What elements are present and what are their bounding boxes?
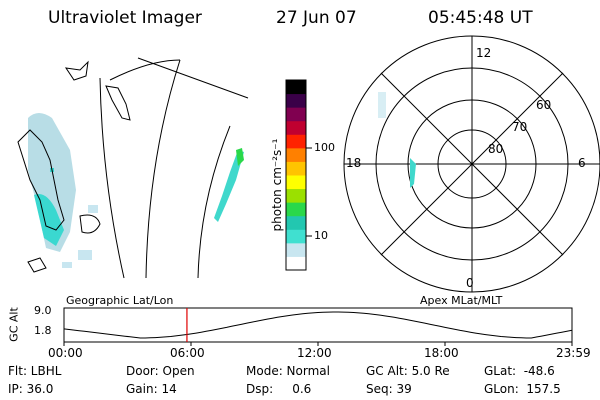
x-tick-0: 00:00 <box>48 346 83 360</box>
colorbar-band <box>286 202 306 217</box>
lat-label-70: 70 <box>512 120 528 134</box>
y-tick-max: 9.0 <box>34 304 52 317</box>
status-dsp: Dsp: 0.6 <box>246 382 312 396</box>
time-label: 05:45:48 UT <box>428 8 533 28</box>
date-label: 27 Jun 07 <box>276 8 357 28</box>
colorbar-band <box>286 215 306 230</box>
colorbar-band <box>286 175 306 190</box>
mlt-label-12: 12 <box>476 46 492 60</box>
x-tick-1: 06:00 <box>170 346 205 360</box>
grid-lines <box>99 57 249 279</box>
coastline <box>17 60 131 273</box>
timeline-right-caption: Apex MLat/MLT <box>420 294 503 307</box>
colorbar-band <box>286 161 306 176</box>
status-glat: GLat: -48.6 <box>484 364 555 378</box>
colorbar-band <box>286 147 306 162</box>
colorbar-band <box>286 134 306 149</box>
colorbar-unit-label: photon cm⁻²s⁻¹ <box>270 138 284 232</box>
status-flt: Flt: LBHL <box>8 364 62 378</box>
lat-label-60: 60 <box>536 98 552 112</box>
status-mode: Mode: Normal <box>246 364 330 378</box>
color-scale-bar <box>286 80 306 271</box>
timeline-left-caption: Geographic Lat/Lon <box>66 294 174 307</box>
status-ip: IP: 36.0 <box>8 382 54 396</box>
colorbar-band <box>286 80 306 95</box>
mlt-label-0: 0 <box>466 276 474 290</box>
colorbar-band <box>286 93 306 108</box>
x-tick-3: 18:00 <box>424 346 459 360</box>
colorbar-band <box>286 107 306 122</box>
lat-label-80: 80 <box>488 142 504 156</box>
colorbar-tick-10: 10 <box>314 229 328 242</box>
colorbar-band <box>286 188 306 203</box>
colorbar-band <box>286 229 306 244</box>
y-axis-label: GC Alt <box>7 307 21 342</box>
colorbar-band <box>286 256 306 271</box>
colorbar-band <box>286 242 306 257</box>
status-gain: Gain: 14 <box>126 382 177 396</box>
mlt-label-18: 18 <box>346 156 362 170</box>
y-tick-min: 1.8 <box>34 324 52 337</box>
x-tick-2: 12:00 <box>297 346 332 360</box>
status-glon: GLon: 157.5 <box>484 382 561 396</box>
colorbar-band <box>286 120 306 135</box>
polar-plot <box>343 35 600 293</box>
app-title: Ultraviolet Imager <box>48 8 202 28</box>
status-seq: Seq: 39 <box>366 382 412 396</box>
x-tick-4: 23:59 <box>556 346 591 360</box>
status-gc-alt: GC Alt: 5.0 Re <box>366 364 450 378</box>
altitude-timeline <box>63 307 573 346</box>
colorbar-tick-100: 100 <box>314 141 335 154</box>
aurora-emission-right <box>214 148 244 222</box>
mlt-label-6: 6 <box>578 156 586 170</box>
status-door: Door: Open <box>126 364 195 378</box>
